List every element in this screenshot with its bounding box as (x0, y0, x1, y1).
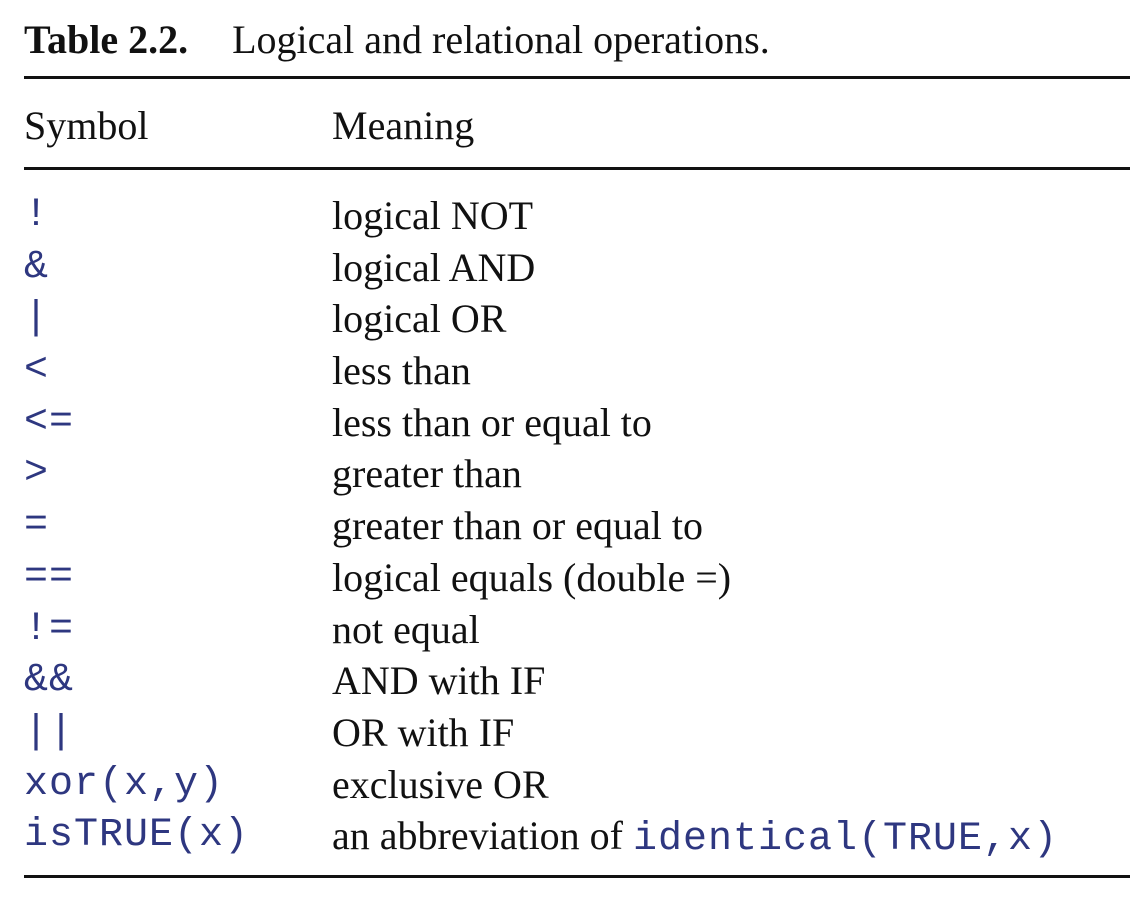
header-rule (24, 167, 1130, 170)
symbol-cell: = (24, 503, 50, 549)
symbol-cell: <= (24, 399, 75, 445)
meaning-cell: logical OR (332, 296, 507, 342)
symbol-cell: > (24, 451, 50, 497)
meaning-cell: logical equals (double =) (332, 554, 732, 600)
table-row: xor(x,y) exclusive OR (24, 759, 1130, 811)
table-caption: Table 2.2. Logical and relational operati… (24, 14, 770, 66)
meaning-cell: logical NOT (332, 193, 534, 238)
symbol-cell: ! (24, 193, 50, 238)
symbol-cell: xor(x,y) (24, 761, 225, 807)
symbol-cell: | (24, 296, 50, 342)
symbol-cell: == (24, 554, 75, 600)
table-row: && AND with IF (24, 655, 1130, 707)
symbol-cell: || (24, 709, 75, 755)
meaning-cell: OR with IF (332, 709, 515, 755)
table-row: == logical equals (double =) (24, 552, 1130, 604)
table-row: != not equal (24, 604, 1130, 656)
caption-label: Table 2.2. (24, 17, 189, 62)
table-row: | logical OR (24, 293, 1130, 345)
bottom-rule (24, 875, 1130, 878)
table-page: Table 2.2. Logical and relational operati… (24, 0, 1130, 898)
meaning-cell: greater than or equal to (332, 503, 703, 549)
symbol-cell: isTRUE(x) (24, 813, 250, 859)
meaning-cell: less than or equal to (332, 399, 652, 445)
header-symbol: Symbol (24, 103, 149, 148)
meaning-cell: not equal (332, 606, 480, 652)
meaning-code: identical(TRUE,x) (633, 817, 1059, 863)
table-header: Symbol Meaning (24, 100, 1130, 152)
meaning-cell: an abbreviation of identical(TRUE,x) (332, 810, 1058, 866)
symbol-cell: && (24, 658, 75, 704)
caption-text: Logical and relational operations. (232, 17, 770, 62)
table-row: ! logical NOT (24, 190, 1130, 242)
meaning-text: an abbreviation of (332, 813, 633, 859)
symbol-cell: & (24, 244, 50, 290)
meaning-cell: exclusive OR (332, 761, 549, 807)
header-meaning: Meaning (332, 103, 475, 148)
table-row: || OR with IF (24, 707, 1130, 759)
symbol-cell: != (24, 606, 75, 652)
table-row: > greater than (24, 448, 1130, 500)
table-body: ! logical NOT & logical AND | logical OR… (24, 190, 1130, 862)
meaning-cell: AND with IF (332, 658, 546, 704)
meaning-cell: less than (332, 348, 471, 394)
table-row: <= less than or equal to (24, 397, 1130, 449)
meaning-cell: greater than (332, 451, 522, 497)
table-row: isTRUE(x) an abbreviation of identical(T… (24, 810, 1130, 862)
top-rule (24, 76, 1130, 79)
symbol-cell: < (24, 348, 50, 394)
table-row: & logical AND (24, 242, 1130, 294)
meaning-cell: logical AND (332, 244, 536, 290)
table-row: = greater than or equal to (24, 500, 1130, 552)
table-row: < less than (24, 345, 1130, 397)
